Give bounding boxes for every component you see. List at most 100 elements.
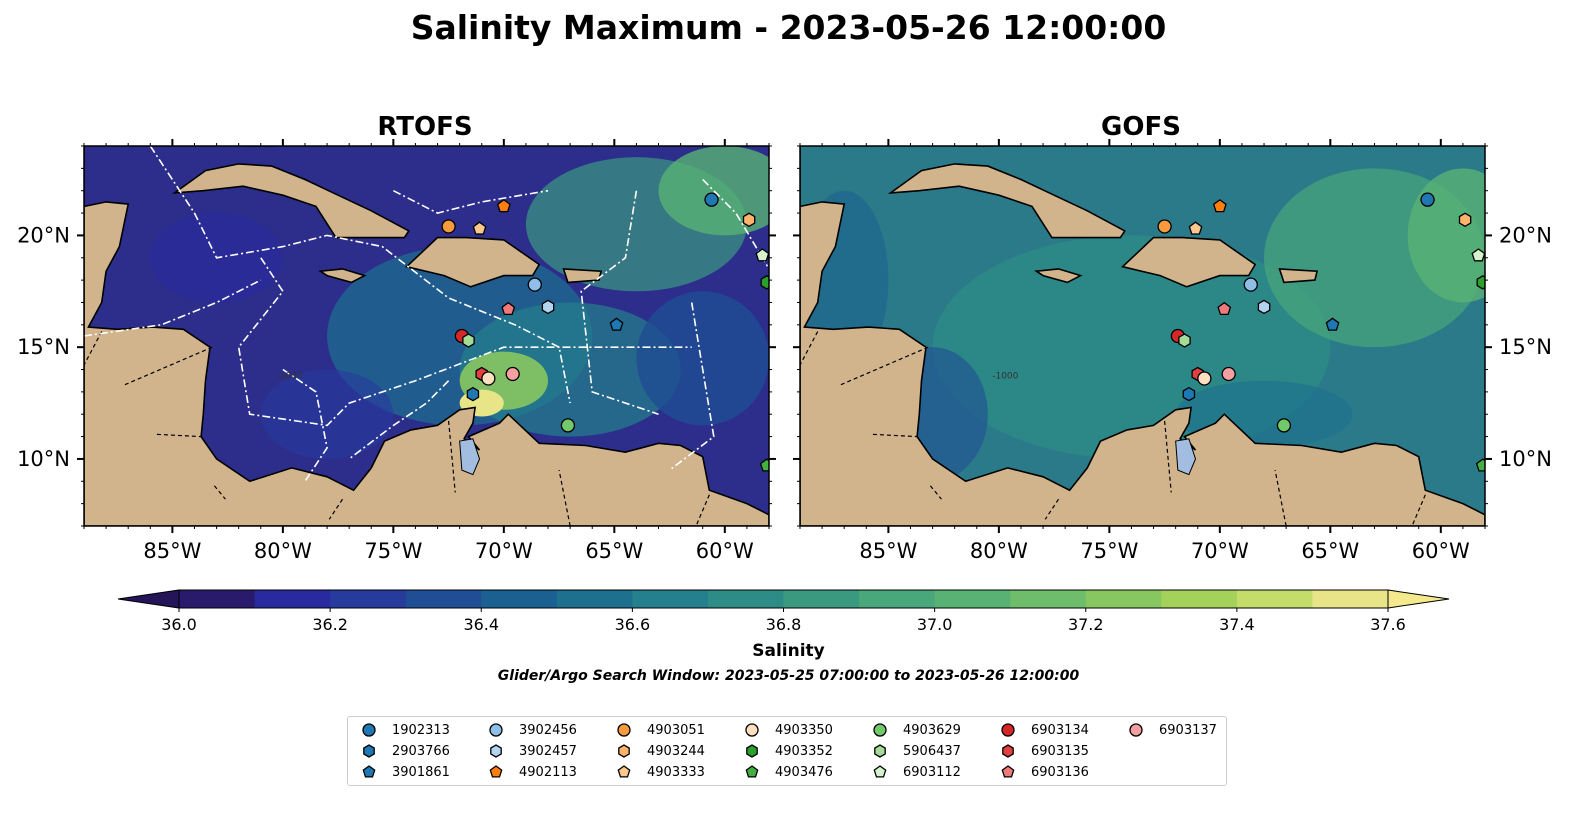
lon-tick-label: 60°W (696, 539, 754, 563)
float-marker-4903476 (759, 458, 769, 472)
legend-item: 4903333 (613, 762, 705, 782)
legend-item: 1902313 (358, 720, 450, 740)
lake-maracaibo (1175, 438, 1197, 476)
colorbar-tick-label: 36.2 (312, 615, 348, 634)
legend-marker-pentagon-icon (362, 765, 376, 778)
legend-item: 4902113 (485, 762, 577, 782)
float-marker-4903244 (1458, 212, 1472, 228)
float-marker-4903476 (1475, 458, 1485, 472)
colorbar-segment (330, 590, 407, 608)
colorbar-extend-high (1387, 589, 1450, 609)
lon-tick-label: 70°W (475, 539, 533, 563)
lat-tick-label: 10°N (1499, 447, 1552, 471)
float-marker-4902113 (496, 199, 511, 213)
colorbar-tick-label: 37.0 (917, 615, 953, 634)
legend-marker-pentagon-icon (745, 765, 759, 778)
lake-maracaibo (459, 438, 481, 476)
land-mass (1034, 268, 1083, 284)
legend-item: 3901861 (358, 762, 450, 782)
lon-tick-label: 60°W (1412, 539, 1470, 563)
colorbar-segment (254, 590, 331, 608)
land-mass (1278, 268, 1319, 284)
colorbar-segment (707, 590, 784, 608)
legend-item: 6903136 (997, 762, 1089, 782)
legend-item: 4903352 (741, 741, 833, 761)
legend-label: 6903137 (1159, 722, 1217, 738)
float-marker-4903350 (1197, 371, 1212, 386)
legend-marker (1129, 723, 1143, 737)
float-marker-3901861 (609, 317, 624, 331)
legend-label: 3901861 (392, 764, 450, 780)
legend-marker-circle-icon (1001, 723, 1015, 737)
float-marker-6903112 (1471, 248, 1485, 262)
lon-tick-label: 70°W (1191, 539, 1249, 563)
legend-marker-pentagon-icon (873, 765, 887, 778)
legend-marker-hexagon-icon (490, 744, 502, 758)
float-marker-4903629 (1276, 418, 1292, 433)
lat-tick-label: 15°N (17, 335, 70, 359)
colorbar-segment (859, 590, 936, 608)
colorbar-tick-label: 36.8 (766, 615, 802, 634)
colorbar-segment (1010, 590, 1087, 608)
colorbar-segment (1312, 590, 1389, 608)
float-marker-3901861 (1325, 317, 1340, 331)
colorbar-segment (783, 590, 860, 608)
legend-marker (618, 744, 630, 758)
panel-title-rtofs: RTOFS (377, 112, 473, 142)
legend-label: 3902456 (519, 722, 577, 738)
float-marker-4903352 (760, 275, 769, 290)
legend-item: 6903135 (997, 741, 1089, 761)
legend-item: 4903476 (741, 762, 833, 782)
legend-marker (1001, 765, 1015, 778)
legend-marker (745, 765, 759, 778)
legend-item: 4903350 (741, 720, 833, 740)
float-marker-4903051 (1157, 219, 1172, 234)
legend-marker (1001, 723, 1015, 737)
land-mass (562, 268, 603, 284)
legend-label: 4903051 (647, 722, 705, 738)
legend-marker (490, 744, 502, 758)
float-marker-6903136 (501, 301, 516, 316)
legend-item: 4903244 (613, 741, 705, 761)
float-marker-6903137 (1221, 366, 1236, 382)
legend-marker (874, 744, 886, 758)
legend-label: 5906437 (903, 743, 961, 759)
legend-marker (745, 723, 759, 737)
lon-tick-label: 80°W (254, 539, 312, 563)
contour-label: -1000 (992, 371, 1018, 381)
legend-label: 6903134 (1031, 722, 1089, 738)
land-mass (171, 163, 410, 239)
legend-marker (362, 723, 376, 737)
search-window-note: Glider/Argo Search Window: 2023-05-25 07… (497, 668, 1080, 684)
legend-label: 4903629 (903, 722, 961, 738)
land-mass (404, 236, 541, 288)
float-marker-6903136 (1217, 301, 1232, 316)
float-marker-4903333 (472, 221, 487, 235)
legend-marker-circle-icon (362, 723, 376, 737)
legend-marker (489, 723, 503, 737)
map-panel-rtofs: -1000 85°W 80°W 75°W 70°W 65°W 60°W 20°N 15°N 10°… (17, 139, 776, 563)
contour-label: -1000 (276, 371, 302, 381)
legend-item: 5906437 (869, 741, 961, 761)
land-mass (318, 268, 367, 284)
eez-boundary (393, 189, 549, 214)
land-mass (84, 146, 769, 526)
legend-item: 3902456 (485, 720, 577, 740)
float-marker-4903350 (481, 371, 496, 386)
eez-boundary (580, 190, 659, 415)
colorbar-segment (179, 590, 256, 608)
colorbar-segment (481, 590, 558, 608)
float-marker-6903112 (755, 248, 769, 262)
legend-marker (873, 723, 887, 737)
colorbar-segment (1085, 590, 1162, 608)
colorbar-segment (556, 590, 633, 608)
legend-item: 6903134 (997, 720, 1089, 740)
map-frame (83, 145, 770, 527)
legend-marker-hexagon-icon (363, 744, 375, 758)
float-marker-4902113 (1212, 199, 1227, 213)
legend-item: 6903137 (1125, 720, 1217, 740)
legend-label: 6903112 (903, 764, 961, 780)
legend-item: 2903766 (358, 741, 450, 761)
float-marker-1902313 (704, 192, 719, 207)
colorbar: 36.0 36.2 36.4 36.6 36.8 37.0 37.2 37.4 37.6 (117, 589, 1450, 634)
